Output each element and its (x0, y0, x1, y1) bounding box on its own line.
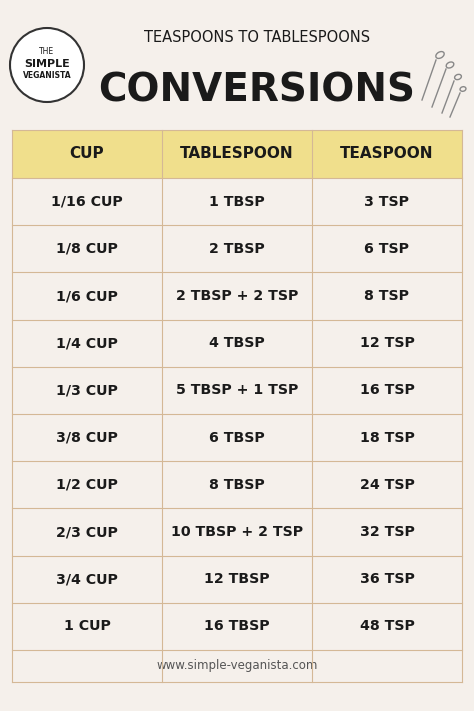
Text: 1/8 CUP: 1/8 CUP (56, 242, 118, 256)
Text: TEASPOONS TO TABLESPOONS: TEASPOONS TO TABLESPOONS (144, 31, 370, 46)
Text: 36 TSP: 36 TSP (360, 572, 414, 586)
Text: 10 TBSP + 2 TSP: 10 TBSP + 2 TSP (171, 525, 303, 539)
Text: 1/16 CUP: 1/16 CUP (51, 195, 123, 208)
Text: 12 TBSP: 12 TBSP (204, 572, 270, 586)
Text: CONVERSIONS: CONVERSIONS (99, 71, 416, 109)
Text: 1/2 CUP: 1/2 CUP (56, 478, 118, 492)
Bar (12, 555, 462, 603)
Bar (12, 414, 462, 461)
Text: 1/3 CUP: 1/3 CUP (56, 383, 118, 397)
Text: THE: THE (39, 48, 55, 56)
Text: TABLESPOON: TABLESPOON (180, 146, 294, 161)
Text: 4 TBSP: 4 TBSP (209, 336, 265, 351)
Text: 2 TBSP + 2 TSP: 2 TBSP + 2 TSP (176, 289, 298, 303)
Text: TEASPOON: TEASPOON (340, 146, 434, 161)
Circle shape (10, 28, 84, 102)
Text: 6 TBSP: 6 TBSP (209, 431, 265, 444)
Bar (12, 650, 462, 682)
Text: VEGANISTA: VEGANISTA (23, 72, 71, 80)
Bar (12, 367, 462, 414)
Text: 1 CUP: 1 CUP (64, 619, 110, 634)
Text: 3/8 CUP: 3/8 CUP (56, 431, 118, 444)
Text: 24 TSP: 24 TSP (360, 478, 414, 492)
Bar (12, 603, 462, 650)
Text: 48 TSP: 48 TSP (360, 619, 414, 634)
Text: CUP: CUP (70, 146, 104, 161)
Text: 5 TBSP + 1 TSP: 5 TBSP + 1 TSP (176, 383, 298, 397)
Text: 12 TSP: 12 TSP (360, 336, 414, 351)
Text: 6 TSP: 6 TSP (365, 242, 410, 256)
Text: 1/4 CUP: 1/4 CUP (56, 336, 118, 351)
Text: 2 TBSP: 2 TBSP (209, 242, 265, 256)
Text: 1/6 CUP: 1/6 CUP (56, 289, 118, 303)
Bar (12, 225, 462, 272)
Bar (12, 320, 462, 367)
Text: 8 TSP: 8 TSP (365, 289, 410, 303)
Text: 3/4 CUP: 3/4 CUP (56, 572, 118, 586)
Text: SIMPLE: SIMPLE (24, 59, 70, 69)
Text: 18 TSP: 18 TSP (360, 431, 414, 444)
Text: 3 TSP: 3 TSP (365, 195, 410, 208)
Bar (12, 461, 462, 508)
Bar (12, 508, 462, 555)
Text: 16 TBSP: 16 TBSP (204, 619, 270, 634)
Bar (12, 130, 462, 178)
Bar (12, 272, 462, 320)
Text: 32 TSP: 32 TSP (360, 525, 414, 539)
Text: 1 TBSP: 1 TBSP (209, 195, 265, 208)
Bar (12, 178, 462, 225)
Text: www.simple-veganista.com: www.simple-veganista.com (156, 660, 318, 673)
Text: 16 TSP: 16 TSP (360, 383, 414, 397)
Text: 2/3 CUP: 2/3 CUP (56, 525, 118, 539)
Text: 8 TBSP: 8 TBSP (209, 478, 265, 492)
